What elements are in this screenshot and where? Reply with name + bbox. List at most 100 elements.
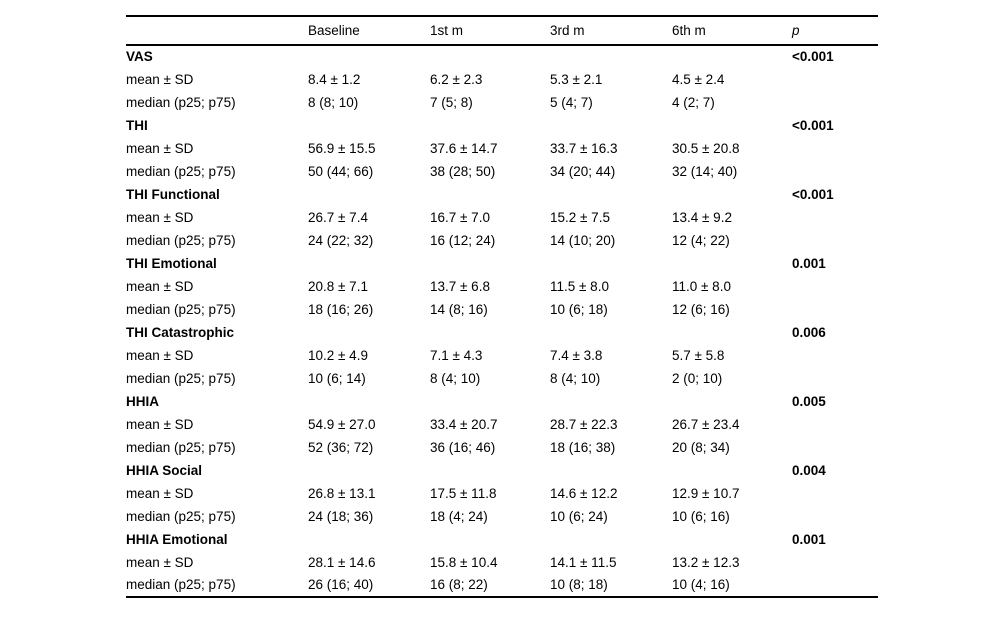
column-header-3rd-m: 3rd m: [550, 16, 672, 46]
value-cell: 32 (14; 40): [672, 163, 738, 179]
group-name: THI Functional: [126, 186, 220, 202]
column-header-6th-m: 6th m: [672, 16, 792, 46]
data-row: median (p25; p75) 52 (36; 72) 36 (16; 46) 1…: [126, 436, 878, 459]
value-cell: 50 (44; 66): [308, 163, 374, 179]
value-cell: 26.7 ± 7.4: [308, 209, 368, 225]
empty-cell: [792, 436, 878, 459]
empty-cell: [672, 459, 792, 482]
empty-cell: [672, 252, 792, 275]
value-cell: 7 (5; 8): [430, 94, 473, 110]
value-cell: 20.8 ± 7.1: [308, 278, 368, 294]
empty-cell: [792, 137, 878, 160]
data-row: mean ± SD 28.1 ± 14.6 15.8 ± 10.4 14.1 ± 11…: [126, 551, 878, 574]
p-value: 0.005: [792, 393, 826, 409]
empty-cell: [672, 528, 792, 551]
data-row: median (p25; p75) 26 (16; 40) 16 (8; 22) 10…: [126, 574, 878, 597]
empty-cell: [308, 459, 430, 482]
value-cell: 5.7 ± 5.8: [672, 347, 725, 363]
value-cell: 33.7 ± 16.3: [550, 140, 618, 156]
empty-cell: [792, 298, 878, 321]
value-cell: 5 (4; 7): [550, 94, 593, 110]
empty-cell: [792, 574, 878, 597]
empty-cell: [792, 160, 878, 183]
empty-cell: [308, 390, 430, 413]
table-body: VAS <0.001 mean ± SD 8.4 ± 1.2 6.2 ± 2.3 5.3 …: [126, 45, 878, 597]
group-header-row: THI Functional <0.001: [126, 183, 878, 206]
group-name: VAS: [126, 49, 153, 65]
group-name: THI Catastrophic: [126, 324, 235, 340]
value-cell: 33.4 ± 20.7: [430, 416, 498, 432]
empty-cell: [672, 114, 792, 137]
empty-cell: [550, 459, 672, 482]
empty-cell: [550, 321, 672, 344]
value-cell: 20 (8; 34): [672, 439, 730, 455]
empty-cell: [672, 183, 792, 206]
row-label: mean ± SD: [126, 554, 194, 570]
empty-cell: [550, 390, 672, 413]
group-header-row: THI Catastrophic 0.006: [126, 321, 878, 344]
row-label: median (p25; p75): [126, 508, 236, 524]
value-cell: 12.9 ± 10.7: [672, 485, 740, 501]
data-row: mean ± SD 56.9 ± 15.5 37.6 ± 14.7 33.7 ± 16…: [126, 137, 878, 160]
header-row: Baseline 1st m 3rd m 6th m p: [126, 16, 878, 46]
value-cell: 26.8 ± 13.1: [308, 485, 376, 501]
row-label: median (p25; p75): [126, 301, 236, 317]
value-cell: 56.9 ± 15.5: [308, 140, 376, 156]
empty-cell: [308, 321, 430, 344]
p-value: 0.006: [792, 324, 826, 340]
value-cell: 18 (16; 26): [308, 301, 374, 317]
empty-cell: [308, 183, 430, 206]
row-label: median (p25; p75): [126, 439, 236, 455]
empty-cell: [430, 390, 550, 413]
data-row: median (p25; p75) 8 (8; 10) 7 (5; 8) 5 (4; …: [126, 91, 878, 114]
data-row: mean ± SD 8.4 ± 1.2 6.2 ± 2.3 5.3 ± 2.1 4.5 …: [126, 68, 878, 91]
results-table: Baseline 1st m 3rd m 6th m p VAS <0.001 me…: [126, 15, 878, 598]
data-row: mean ± SD 10.2 ± 4.9 7.1 ± 4.3 7.4 ± 3.8 5.7…: [126, 344, 878, 367]
value-cell: 8.4 ± 1.2: [308, 71, 361, 87]
column-header-empty: [126, 16, 308, 46]
empty-cell: [430, 114, 550, 137]
column-header-baseline: Baseline: [308, 16, 430, 46]
value-cell: 13.2 ± 12.3: [672, 554, 740, 570]
value-cell: 52 (36; 72): [308, 439, 374, 455]
data-row: median (p25; p75) 50 (44; 66) 38 (28; 50) 3…: [126, 160, 878, 183]
value-cell: 12 (4; 22): [672, 232, 730, 248]
group-header-row: VAS <0.001: [126, 45, 878, 68]
p-value: <0.001: [792, 186, 834, 202]
column-header-p: p: [792, 16, 878, 46]
empty-cell: [308, 528, 430, 551]
p-value: <0.001: [792, 49, 834, 65]
data-row: mean ± SD 26.8 ± 13.1 17.5 ± 11.8 14.6 ± 12…: [126, 482, 878, 505]
empty-cell: [430, 459, 550, 482]
empty-cell: [792, 505, 878, 528]
empty-cell: [672, 321, 792, 344]
value-cell: 37.6 ± 14.7: [430, 140, 498, 156]
value-cell: 8 (4; 10): [430, 370, 481, 386]
value-cell: 15.2 ± 7.5: [550, 209, 610, 225]
empty-cell: [550, 183, 672, 206]
empty-cell: [792, 91, 878, 114]
value-cell: 18 (4; 24): [430, 508, 488, 524]
value-cell: 6.2 ± 2.3: [430, 71, 483, 87]
column-header-1st-m: 1st m: [430, 16, 550, 46]
empty-cell: [430, 528, 550, 551]
data-row: median (p25; p75) 18 (16; 26) 14 (8; 16) 10…: [126, 298, 878, 321]
value-cell: 2 (0; 10): [672, 370, 723, 386]
value-cell: 38 (28; 50): [430, 163, 496, 179]
row-label: median (p25; p75): [126, 577, 236, 593]
empty-cell: [550, 528, 672, 551]
empty-cell: [792, 206, 878, 229]
value-cell: 5.3 ± 2.1: [550, 71, 603, 87]
value-cell: 10 (8; 18): [550, 577, 608, 593]
value-cell: 10.2 ± 4.9: [308, 347, 368, 363]
value-cell: 4.5 ± 2.4: [672, 71, 725, 87]
group-header-row: THI <0.001: [126, 114, 878, 137]
data-row: mean ± SD 20.8 ± 7.1 13.7 ± 6.8 11.5 ± 8.0 1…: [126, 275, 878, 298]
empty-cell: [308, 252, 430, 275]
value-cell: 16.7 ± 7.0: [430, 209, 490, 225]
group-name: HHIA Social: [126, 462, 203, 478]
value-cell: 13.4 ± 9.2: [672, 209, 732, 225]
value-cell: 14 (8; 16): [430, 301, 488, 317]
empty-cell: [792, 275, 878, 298]
